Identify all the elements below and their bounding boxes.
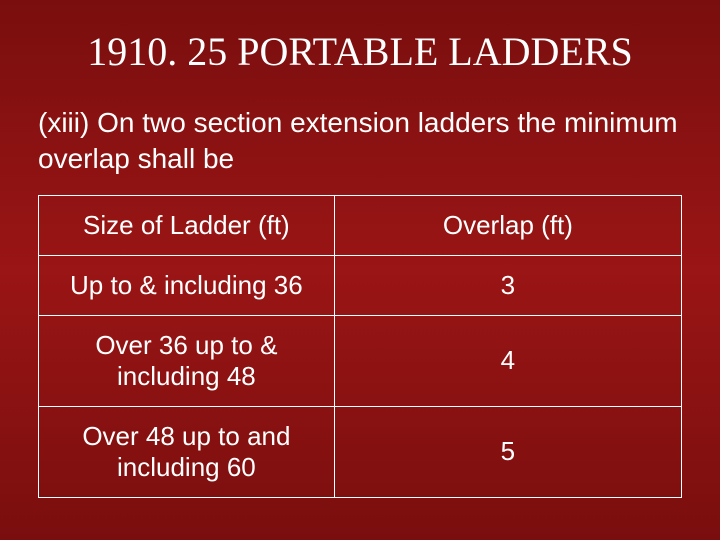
cell-size: Over 36 up to & including 48 <box>39 315 335 406</box>
cell-overlap: 5 <box>334 406 681 497</box>
overlap-table-container: Size of Ladder (ft) Overlap (ft) Up to &… <box>0 195 720 498</box>
cell-overlap: 3 <box>334 255 681 315</box>
column-header-size: Size of Ladder (ft) <box>39 195 335 255</box>
cell-size: Over 48 up to and including 60 <box>39 406 335 497</box>
slide: 1910. 25 PORTABLE LADDERS (xiii) On two … <box>0 0 720 540</box>
cell-size: Up to & including 36 <box>39 255 335 315</box>
cell-overlap: 4 <box>334 315 681 406</box>
slide-title: 1910. 25 PORTABLE LADDERS <box>0 0 720 93</box>
overlap-table: Size of Ladder (ft) Overlap (ft) Up to &… <box>38 195 682 498</box>
table-row: Up to & including 36 3 <box>39 255 682 315</box>
body-paragraph: (xiii) On two section extension ladders … <box>0 93 720 195</box>
column-header-overlap: Overlap (ft) <box>334 195 681 255</box>
table-header-row: Size of Ladder (ft) Overlap (ft) <box>39 195 682 255</box>
table-row: Over 36 up to & including 48 4 <box>39 315 682 406</box>
table-row: Over 48 up to and including 60 5 <box>39 406 682 497</box>
